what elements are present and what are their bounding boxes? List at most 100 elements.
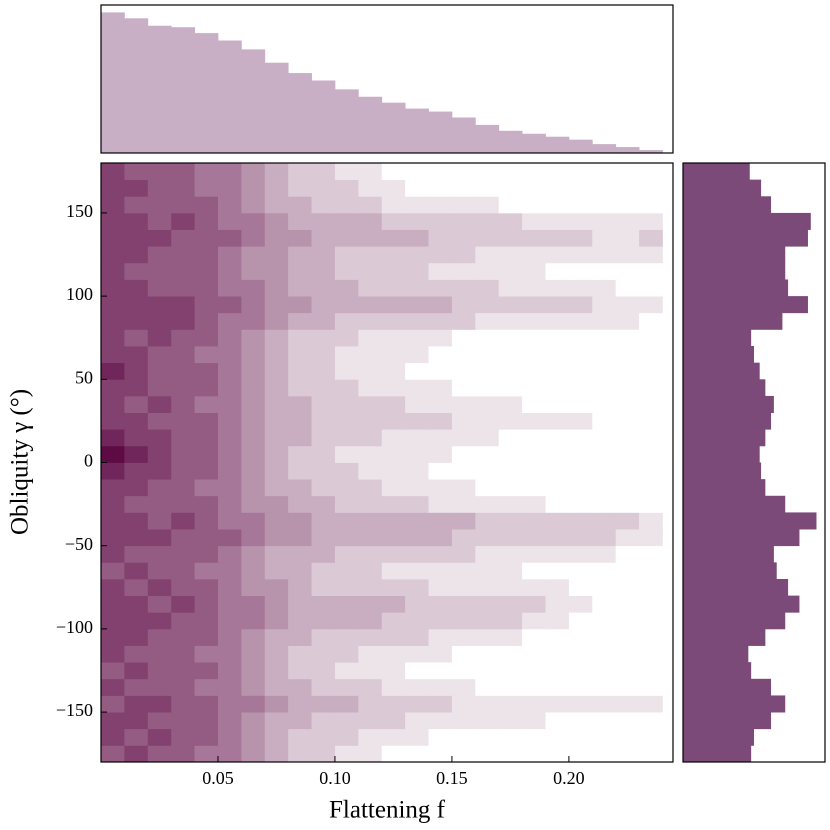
heatmap-cell [124, 445, 149, 463]
heatmap-cell [428, 529, 453, 547]
histogram-bar [683, 163, 750, 181]
heatmap-cell [545, 529, 570, 547]
heatmap-cell [147, 445, 172, 463]
heatmap-cell [217, 512, 242, 530]
heatmap-cell [334, 379, 359, 397]
heatmap-cell [288, 479, 312, 497]
heatmap-cell [124, 562, 149, 580]
heatmap-cell [217, 379, 242, 397]
heatmap-cell [101, 196, 125, 214]
heatmap-cell [381, 529, 406, 547]
heatmap-cell [288, 678, 312, 696]
heatmap-cell [545, 462, 570, 480]
heatmap-cell [124, 662, 149, 680]
heatmap-cell [147, 296, 172, 314]
heatmap-cell [101, 695, 125, 713]
histogram-bar [683, 662, 752, 680]
histogram-bar [592, 144, 617, 153]
heatmap-cell [334, 529, 359, 547]
heatmap-cell [568, 312, 593, 330]
heatmap-cell [475, 612, 500, 630]
heatmap-cell [545, 163, 570, 181]
heatmap-cell [171, 296, 195, 314]
heatmap-cell [639, 229, 663, 247]
heatmap-cell [124, 612, 149, 630]
heatmap-cell [568, 412, 593, 430]
heatmap-cell [217, 179, 242, 197]
histogram-bar [683, 595, 800, 613]
heatmap-cell [217, 578, 242, 597]
heatmap-cell [428, 196, 453, 214]
heatmap-cell [475, 745, 500, 763]
heatmap-cell [358, 545, 383, 563]
heatmap-cell [592, 196, 617, 214]
y-tick-label: −100 [56, 617, 93, 637]
heatmap-cell [428, 312, 453, 330]
heatmap-cell [592, 296, 617, 314]
heatmap-cell [101, 512, 125, 530]
heatmap-cell [334, 479, 359, 497]
heatmap-cell [522, 695, 546, 713]
heatmap-cell [451, 578, 476, 597]
heatmap-cell [381, 229, 406, 247]
heatmap-cell [451, 395, 476, 413]
heatmap-cell [498, 296, 523, 314]
heatmap-cell [615, 445, 640, 463]
heatmap-cell [405, 395, 429, 413]
heatmap-cell [428, 662, 453, 680]
heatmap-cell [101, 212, 125, 230]
x-tick-label: 0.05 [202, 768, 234, 788]
heatmap-cell [288, 429, 312, 447]
heatmap-cell [101, 628, 125, 646]
histogram-bar [683, 562, 777, 580]
histogram-bar [683, 479, 766, 497]
heatmap-cell [451, 329, 476, 347]
heatmap-cell [615, 595, 640, 613]
heatmap-cell [334, 512, 359, 530]
heatmap-cell [101, 312, 125, 330]
heatmap-cell [381, 429, 406, 447]
heatmap-cell [288, 628, 312, 646]
heatmap-cell [264, 429, 289, 447]
heatmap-cell [498, 745, 523, 763]
heatmap-cell [428, 429, 453, 447]
heatmap-cell [264, 395, 289, 413]
y-tick-label: 50 [75, 367, 93, 387]
heatmap-cell [264, 163, 289, 181]
heatmap-cell [615, 229, 640, 247]
histogram-bar [405, 108, 429, 153]
heatmap-cell [334, 712, 359, 730]
heatmap-cell [475, 179, 500, 197]
heatmap-cell [615, 296, 640, 314]
heatmap-cell [241, 262, 266, 280]
heatmap-cell [217, 279, 242, 297]
histogram-bar [683, 695, 786, 713]
heatmap-cell [264, 628, 289, 646]
heatmap-cell [171, 346, 195, 364]
heatmap-cell [639, 595, 663, 613]
heatmap-cell [451, 545, 476, 563]
heatmap-cell [241, 662, 266, 680]
heatmap-cell [264, 445, 289, 463]
heatmap-cell [194, 628, 219, 646]
heatmap-cell [522, 246, 546, 264]
heatmap-cell [311, 179, 336, 197]
heatmap-cell [288, 495, 312, 513]
heatmap-cell [334, 179, 359, 197]
histogram-bar [171, 27, 195, 154]
heatmap-cell [334, 262, 359, 280]
heatmap-cell [405, 312, 429, 330]
heatmap-cell [451, 346, 476, 364]
heatmap-cell [592, 395, 617, 413]
heatmap-cell [639, 262, 663, 280]
heatmap-cell [545, 312, 570, 330]
heatmap-cell [568, 212, 593, 230]
heatmap-cell [147, 462, 172, 480]
heatmap-cell [428, 578, 453, 597]
histogram-bar [451, 117, 476, 153]
heatmap-cell [615, 645, 640, 663]
heatmap-cell [615, 529, 640, 547]
heatmap-cell [475, 578, 500, 597]
heatmap-cell [639, 179, 663, 197]
heatmap-cell [451, 562, 476, 580]
